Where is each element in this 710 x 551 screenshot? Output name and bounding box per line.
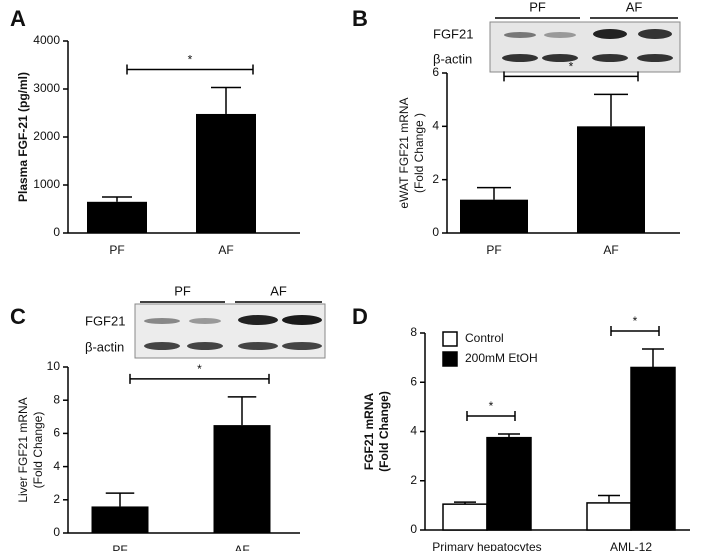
- y-tick-label: 4: [410, 424, 417, 438]
- significance-label: *: [188, 53, 193, 67]
- legend-swatch: [442, 351, 458, 367]
- y-axis-label: eWAT FGF21 mRNA: [397, 97, 411, 208]
- blot-group-label: PF: [529, 0, 546, 14]
- blot-row-label: FGF21: [433, 26, 473, 41]
- y-axis-label: FGF21 mRNA: [362, 392, 376, 470]
- x-tick-label: AF: [603, 243, 618, 257]
- y-tick-label: 0: [410, 522, 417, 536]
- bar: [213, 425, 271, 533]
- legend-label: Control: [465, 331, 504, 345]
- bar: [196, 113, 256, 233]
- bar: [87, 201, 147, 233]
- y-tick-label: 10: [47, 359, 61, 373]
- y-tick-label: 0: [432, 225, 439, 239]
- bar: [486, 436, 532, 531]
- significance-bracket: [126, 64, 254, 75]
- legend-swatch: [442, 331, 458, 347]
- y-tick-label: 6: [53, 426, 60, 440]
- y-tick-label: 6: [432, 65, 439, 79]
- x-tick-label: PF: [486, 243, 501, 257]
- blot-c: [134, 303, 326, 359]
- blot-group-label: AF: [626, 0, 643, 14]
- y-tick-label: 4: [53, 459, 60, 473]
- legend-label: 200mM EtOH: [465, 351, 538, 365]
- y-tick-label: 2000: [33, 129, 60, 143]
- bar: [577, 126, 645, 233]
- x-tick-label: Primary hepatocytes: [432, 540, 541, 551]
- significance-bracket: [466, 410, 516, 421]
- y-axis-label: (Fold Change): [31, 412, 45, 489]
- panel-letter: C: [10, 304, 26, 329]
- blot-row-label: β-actin: [85, 339, 124, 354]
- blot-row-label: β-actin: [433, 51, 472, 66]
- y-tick-label: 2: [53, 492, 60, 506]
- significance-label: *: [569, 60, 574, 74]
- blot-b: [489, 21, 681, 73]
- y-tick-label: 4: [432, 119, 439, 133]
- panel-letter: A: [10, 6, 26, 31]
- significance-label: *: [633, 314, 638, 328]
- y-axis-label: (Fold Change): [377, 391, 391, 472]
- x-tick-label: AML-12: [610, 540, 652, 551]
- y-tick-label: 8: [53, 392, 60, 406]
- panel-letter: B: [352, 6, 368, 31]
- y-tick-label: 0: [53, 225, 60, 239]
- y-tick-label: 8: [410, 325, 417, 339]
- significance-bracket: [503, 71, 639, 82]
- panel-letter: D: [352, 304, 368, 329]
- x-tick-label: PF: [109, 243, 124, 257]
- bar: [91, 506, 149, 533]
- significance-label: *: [197, 362, 202, 376]
- x-tick-label: AF: [218, 243, 233, 257]
- y-tick-label: 1000: [33, 177, 60, 191]
- y-tick-label: 0: [53, 525, 60, 539]
- bar: [630, 366, 676, 531]
- x-tick-label: PF: [112, 543, 127, 551]
- y-tick-label: 2: [410, 473, 417, 487]
- x-tick-label: AF: [234, 543, 249, 551]
- blot-row-label: FGF21: [85, 313, 125, 328]
- significance-bracket: [610, 326, 660, 337]
- significance-label: *: [489, 399, 494, 413]
- y-axis-label: Liver FGF21 mRNA: [16, 397, 30, 502]
- y-tick-label: 6: [410, 374, 417, 388]
- bar: [586, 502, 632, 531]
- bar: [442, 503, 488, 531]
- y-tick-label: 4000: [33, 33, 60, 47]
- blot-group-label: AF: [270, 283, 287, 298]
- y-axis-label: (Fold Change ): [412, 113, 426, 193]
- y-axis-label: Plasma FGF-21 (pg/ml): [16, 72, 30, 202]
- y-tick-label: 2: [432, 172, 439, 186]
- bar: [460, 199, 528, 233]
- blot-group-label: PF: [174, 283, 191, 298]
- y-tick-label: 3000: [33, 81, 60, 95]
- significance-bracket: [129, 373, 270, 384]
